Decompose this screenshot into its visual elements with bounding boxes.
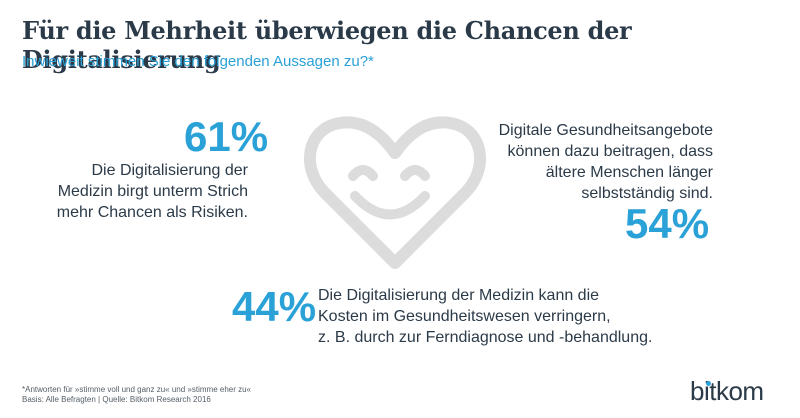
statement-line: Digitale Gesundheitsangebote bbox=[498, 122, 713, 139]
logo-text: bitkom bbox=[690, 376, 764, 406]
statement-line: Medizin birgt unterm Strich bbox=[57, 183, 248, 200]
stat-54-percent: 54% bbox=[625, 200, 710, 247]
statement-line: können dazu beitragen, dass bbox=[507, 143, 713, 160]
footnote-line: Basis: Alle Befragten | Quelle: Bitkom R… bbox=[22, 395, 211, 404]
bitkom-logo: bitkom bbox=[690, 376, 764, 407]
stat-54-statement: Digitale Gesundheitsangebote können dazu… bbox=[453, 120, 713, 204]
footnote: *Antworten für »stimme voll und ganz zu«… bbox=[22, 385, 251, 405]
footnote-line: *Antworten für »stimme voll und ganz zu«… bbox=[22, 385, 252, 394]
statement-line: mehr Chancen als Risiken. bbox=[56, 204, 248, 221]
stat-61-statement: Die Digitalisierung der Medizin birgt un… bbox=[28, 160, 248, 223]
page-title: Für die Mehrheit überwiegen die Chancen … bbox=[22, 16, 632, 74]
logo-dot-icon bbox=[706, 381, 711, 386]
page-subtitle: Inwieweit stimmen Sie den folgenden Auss… bbox=[22, 53, 374, 70]
smiling-heart-icon bbox=[304, 116, 486, 269]
statement-line: ältere Menschen länger bbox=[545, 164, 713, 181]
statement-line: selbstständig sind. bbox=[581, 185, 713, 202]
stat-61-percent: 61% bbox=[184, 113, 269, 160]
stat-44-percent: 44% bbox=[232, 283, 317, 330]
stat-44-statement: Die Digitalisierung der Medizin kann die… bbox=[318, 285, 658, 348]
statement-line: Kosten im Gesundheitswesen verringern, bbox=[318, 308, 611, 325]
statement-line: Die Digitalisierung der Medizin kann die bbox=[318, 287, 600, 304]
statement-line: Die Digitalisierung der bbox=[91, 162, 248, 179]
statement-line: z. B. durch zur Ferndiagnose und -behand… bbox=[318, 329, 653, 346]
